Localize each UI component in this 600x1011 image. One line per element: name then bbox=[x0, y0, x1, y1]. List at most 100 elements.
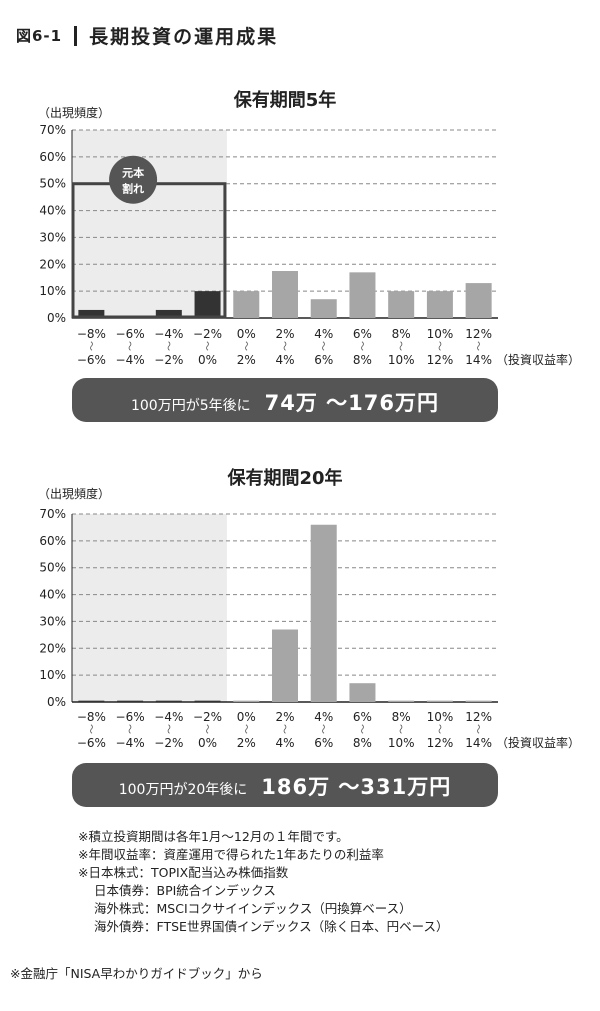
x-tick-label-bottom: 14% bbox=[465, 353, 492, 367]
x-tick-label-bottom: 4% bbox=[275, 353, 294, 367]
bar bbox=[465, 700, 492, 702]
loss-label-line1: 元本 bbox=[122, 166, 144, 180]
x-tick-label-bottom: 8% bbox=[353, 736, 372, 750]
x-tick-tilde: 〜 bbox=[433, 341, 444, 351]
x-tick-tilde: 〜 bbox=[123, 341, 134, 351]
x-tick-label-top: 4% bbox=[314, 710, 333, 724]
x-tick-tilde: 〜 bbox=[317, 341, 328, 351]
y-tick-label: 30% bbox=[39, 230, 66, 244]
x-tick-label-top: −8% bbox=[77, 327, 106, 341]
bar bbox=[155, 309, 182, 318]
y-tick-label: 70% bbox=[39, 507, 66, 521]
x-tick-label-top: 0% bbox=[237, 710, 256, 724]
bar bbox=[388, 700, 415, 702]
x-tick-label-bottom: 10% bbox=[388, 353, 415, 367]
x-tick-label-top: 8% bbox=[392, 327, 411, 341]
y-tick-label: 40% bbox=[39, 204, 66, 218]
x-tick-label-bottom: 6% bbox=[314, 353, 333, 367]
figure-number: 図6-1 bbox=[16, 27, 63, 45]
x-tick-tilde: 〜 bbox=[472, 341, 483, 351]
note-foreign-bond: 海外債券：FTSE世界国債インデックス（除く日本、円ベース） bbox=[94, 919, 449, 934]
x-tick-label-top: −8% bbox=[77, 710, 106, 724]
bar bbox=[117, 700, 144, 702]
header-divider bbox=[74, 25, 78, 46]
bar bbox=[310, 299, 337, 318]
x-tick-label-top: 10% bbox=[427, 327, 454, 341]
x-tick-label-bottom: −6% bbox=[77, 736, 106, 750]
x-tick-label-top: 2% bbox=[275, 327, 294, 341]
x-tick-tilde: 〜 bbox=[278, 724, 289, 734]
chart-title: 保有期間20年 bbox=[226, 467, 342, 489]
source-note: ※金融庁「NISA早わかりガイドブック」から bbox=[10, 966, 263, 981]
x-tick-tilde: 〜 bbox=[162, 724, 173, 734]
figure-header: 図6-1 長期投資の運用成果 bbox=[16, 22, 278, 49]
y-tick-label: 40% bbox=[39, 588, 66, 602]
y-tick-label: 50% bbox=[39, 177, 66, 191]
bar bbox=[194, 291, 221, 318]
note-return: ※年間収益率：資産運用で得られた1年あたりの利益率 bbox=[78, 847, 384, 862]
x-tick-label-bottom: 8% bbox=[353, 353, 372, 367]
chart-title: 保有期間5年 bbox=[233, 89, 337, 111]
x-tick-label-top: 4% bbox=[314, 327, 333, 341]
bar bbox=[349, 272, 376, 318]
note-foreign-stock: 海外株式：MSCIコクサイインデックス（円換算ベース） bbox=[94, 901, 412, 916]
x-tick-label-top: 12% bbox=[465, 710, 492, 724]
bar bbox=[388, 291, 415, 318]
x-tick-tilde: 〜 bbox=[394, 341, 405, 351]
bar bbox=[155, 700, 182, 702]
y-axis-label: （出現頻度） bbox=[38, 105, 110, 120]
x-tick-label-bottom: 12% bbox=[427, 353, 454, 367]
x-tick-label-top: −6% bbox=[116, 327, 145, 341]
x-tick-label-top: −6% bbox=[116, 710, 145, 724]
x-tick-tilde: 〜 bbox=[201, 724, 212, 734]
x-axis-label: （投資収益率） bbox=[496, 735, 580, 750]
x-tick-tilde: 〜 bbox=[84, 341, 95, 351]
x-tick-label-top: 6% bbox=[353, 327, 372, 341]
x-tick-label-bottom: −6% bbox=[77, 353, 106, 367]
loss-region-shade bbox=[72, 514, 227, 702]
x-tick-label-bottom: 14% bbox=[465, 736, 492, 750]
x-tick-label-bottom: 6% bbox=[314, 736, 333, 750]
y-tick-label: 30% bbox=[39, 614, 66, 628]
x-tick-tilde: 〜 bbox=[201, 341, 212, 351]
x-tick-label-top: −2% bbox=[193, 327, 222, 341]
y-tick-label: 60% bbox=[39, 534, 66, 548]
x-tick-tilde: 〜 bbox=[355, 341, 366, 351]
summary-20-year: 100万円が20年後に 186万 〜331万円 bbox=[72, 763, 498, 807]
x-tick-label-top: 12% bbox=[465, 327, 492, 341]
y-tick-label: 0% bbox=[47, 311, 66, 325]
bar bbox=[78, 700, 105, 702]
x-tick-label-top: −4% bbox=[154, 710, 183, 724]
summary-20-year-range: 186万 〜331万円 bbox=[261, 775, 452, 799]
chart-20-year: 保有期間20年（出現頻度）0%10%20%30%40%50%60%70%−8%〜… bbox=[38, 467, 580, 750]
bar bbox=[272, 629, 298, 702]
y-tick-label: 10% bbox=[39, 668, 66, 682]
note-period: ※積立投資期間は各年1月〜12月の１年間です。 bbox=[78, 829, 349, 844]
bar bbox=[78, 309, 105, 318]
bar bbox=[272, 271, 298, 318]
x-tick-tilde: 〜 bbox=[239, 724, 250, 734]
x-tick-tilde: 〜 bbox=[278, 341, 289, 351]
x-tick-label-top: −4% bbox=[154, 327, 183, 341]
x-tick-label-bottom: 2% bbox=[237, 353, 256, 367]
bar bbox=[349, 683, 376, 702]
x-tick-label-bottom: 0% bbox=[198, 353, 217, 367]
bar bbox=[426, 291, 453, 318]
x-tick-label-bottom: −4% bbox=[116, 736, 145, 750]
x-tick-label-bottom: 4% bbox=[275, 736, 294, 750]
x-tick-tilde: 〜 bbox=[84, 724, 95, 734]
loss-label-line2: 割れ bbox=[122, 182, 144, 196]
x-tick-tilde: 〜 bbox=[239, 341, 250, 351]
x-tick-label-bottom: 2% bbox=[237, 736, 256, 750]
bar bbox=[465, 283, 492, 318]
footnotes: ※積立投資期間は各年1月〜12月の１年間です。 ※年間収益率：資産運用で得られた… bbox=[78, 828, 448, 936]
y-tick-label: 20% bbox=[39, 257, 66, 271]
x-tick-label-bottom: 0% bbox=[198, 736, 217, 750]
x-tick-tilde: 〜 bbox=[123, 724, 134, 734]
y-tick-label: 60% bbox=[39, 150, 66, 164]
x-tick-label-bottom: −4% bbox=[116, 353, 145, 367]
x-tick-label-bottom: 10% bbox=[388, 736, 415, 750]
y-tick-label: 70% bbox=[39, 123, 66, 137]
x-tick-label-bottom: −2% bbox=[154, 736, 183, 750]
